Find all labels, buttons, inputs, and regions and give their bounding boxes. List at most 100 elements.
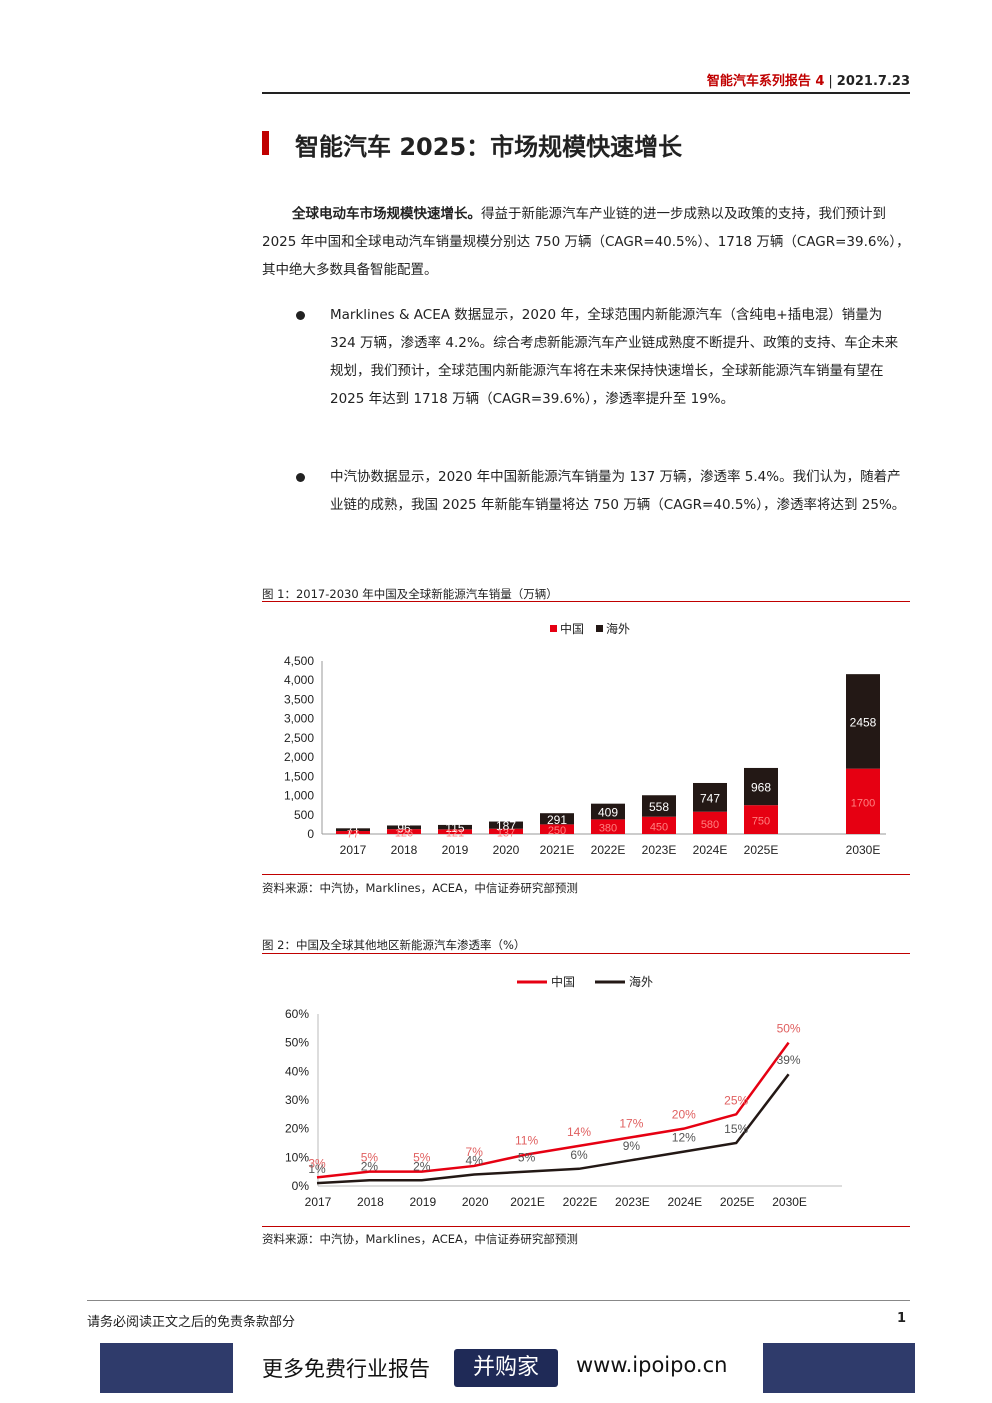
data-label-china: 121 <box>446 828 464 840</box>
data-label-overseas: 187 <box>496 819 516 833</box>
bullet-item-2: 中汽协数据显示，2020 年中国新能源汽车销量为 137 万辆，渗透率 5.4%… <box>330 469 906 513</box>
y-tick-label: 3,000 <box>284 712 314 726</box>
x-tick-label: 2018 <box>391 843 418 857</box>
bar-overseas <box>846 674 880 769</box>
data-label: 9% <box>623 1139 641 1153</box>
figure1-title: 图 1：2017-2030 年中国及全球新能源汽车销量（万辆） <box>262 587 558 601</box>
bar-overseas <box>540 813 574 825</box>
figure1-source: 资料来源：中汽协，Marklines，ACEA，中信证券研究部预测 <box>262 881 578 895</box>
y-tick-label: 0 <box>307 827 314 841</box>
figure1-top-rule <box>262 601 910 602</box>
figure2-bottom-rule <box>262 1226 910 1227</box>
data-label: 14% <box>567 1125 591 1139</box>
bar-overseas <box>642 795 676 817</box>
header-separator: | <box>828 74 833 89</box>
x-tick-label: 2021E <box>540 843 575 857</box>
figure2-source: 资料来源：中汽协，Marklines，ACEA，中信证券研究部预测 <box>262 1232 578 1246</box>
bar-china <box>693 811 727 834</box>
series-line-overseas <box>316 1073 790 1185</box>
data-label: 15% <box>724 1122 748 1136</box>
legend-label: 中国 <box>551 974 575 989</box>
x-tick-label: 2023E <box>642 843 677 857</box>
y-tick-label: 4,500 <box>284 654 314 668</box>
data-label: 11% <box>515 1133 538 1147</box>
data-label-overseas: 558 <box>649 800 669 814</box>
data-label: 2% <box>413 1159 431 1173</box>
data-label: 39% <box>777 1053 801 1067</box>
x-tick-label: 2019 <box>442 843 469 857</box>
figure2-top-rule <box>262 953 910 954</box>
data-label: 5% <box>518 1151 536 1165</box>
title-marker <box>262 131 269 155</box>
data-label-overseas: 2458 <box>850 715 877 729</box>
bar-china <box>387 829 421 834</box>
intro-text: 得益于新能源汽车产业链的进一步成熟以及政策的支持，我们预计到 2025 年中国和… <box>262 206 910 278</box>
penetration-line-chart: 中国 海外 0% 10% 20% 30% 40% 50% 60% 2017 2018 2019 2020… <box>285 974 842 1209</box>
intro-lead: 全球电动车市场规模快速增长。 <box>292 206 481 222</box>
data-label: 25% <box>724 1093 748 1107</box>
y-tick-label: 2,500 <box>284 731 314 745</box>
x-tick-label: 2024E <box>693 843 728 857</box>
data-label: 6% <box>570 1148 588 1162</box>
bar-overseas <box>591 803 625 820</box>
promo-url[interactable]: www.ipoipo.cn <box>576 1353 728 1377</box>
header-divider <box>262 92 910 94</box>
x-tick-label: 2017 <box>340 843 367 857</box>
data-label-china: 137 <box>497 827 515 839</box>
data-label-china: 250 <box>548 825 566 837</box>
data-label-china: 1700 <box>851 797 875 809</box>
data-label: 17% <box>619 1116 643 1130</box>
series-line-china <box>316 1041 790 1179</box>
promo-badge: 并购家 <box>454 1349 558 1387</box>
data-label: 5% <box>361 1151 379 1165</box>
x-tick-label: 2022E <box>591 843 626 857</box>
y-tick-label: 50% <box>285 1036 309 1050</box>
y-tick-label: 2,000 <box>284 750 314 764</box>
data-label-overseas: 96 <box>397 821 411 835</box>
page-number: 1 <box>896 1311 906 1326</box>
data-label-overseas: 71 <box>346 824 360 838</box>
bar-overseas <box>387 825 421 830</box>
x-tick-label: 2020 <box>462 1195 489 1209</box>
bar-overseas <box>489 821 523 829</box>
legend-label: 海外 <box>606 621 630 636</box>
y-tick-label: 40% <box>285 1064 309 1078</box>
report-series: 智能汽车系列报告 4 <box>706 74 825 89</box>
x-tick-label: 2018 <box>357 1195 384 1209</box>
legend-label: 海外 <box>629 974 653 989</box>
bar-overseas <box>336 828 370 832</box>
footer-disclaimer: 请务必阅读正文之后的免责条款部分 <box>87 1315 296 1330</box>
y-tick-label: 30% <box>285 1093 309 1107</box>
y-tick-label: 3,500 <box>284 692 314 706</box>
data-label: 3% <box>308 1156 326 1170</box>
x-tick-label: 2025E <box>744 843 779 857</box>
data-label-overseas: 747 <box>700 791 720 805</box>
x-tick-label: 2021E <box>510 1195 545 1209</box>
data-label-china: 580 <box>701 819 719 831</box>
x-tick-label: 2020 <box>493 843 520 857</box>
bar-china <box>642 816 676 834</box>
y-tick-label: 1,000 <box>284 789 314 803</box>
figure1-bottom-rule <box>262 874 910 875</box>
bar-china <box>591 819 625 834</box>
x-tick-label: 2025E <box>720 1195 755 1209</box>
data-label: 2% <box>361 1159 379 1173</box>
bar-china <box>489 828 523 834</box>
bar-overseas <box>438 824 472 830</box>
x-tick-label: 2030E <box>772 1195 807 1209</box>
data-label: 5% <box>413 1151 431 1165</box>
y-tick-label: 10% <box>285 1150 309 1164</box>
bullet-item-1: Marklines & ACEA 数据显示，2020 年，全球范围内新能源汽车（… <box>330 307 899 407</box>
data-label-overseas: 968 <box>751 781 771 795</box>
data-label: 20% <box>672 1108 696 1122</box>
bar-china <box>744 805 778 834</box>
bullet-dot <box>296 473 305 482</box>
intro-paragraph: 全球电动车市场规模快速增长。得益于新能源汽车产业链的进一步成熟以及政策的支持，我… <box>262 200 910 284</box>
section-title: 智能汽车 2025：市场规模快速增长 <box>295 133 683 161</box>
x-tick-label: 2024E <box>667 1195 702 1209</box>
data-label: 50% <box>777 1022 801 1036</box>
data-label-china: 126 <box>395 828 413 840</box>
data-label-china: 77 <box>347 829 359 841</box>
y-tick-label: 500 <box>294 808 314 822</box>
y-tick-label: 4,000 <box>284 673 314 687</box>
